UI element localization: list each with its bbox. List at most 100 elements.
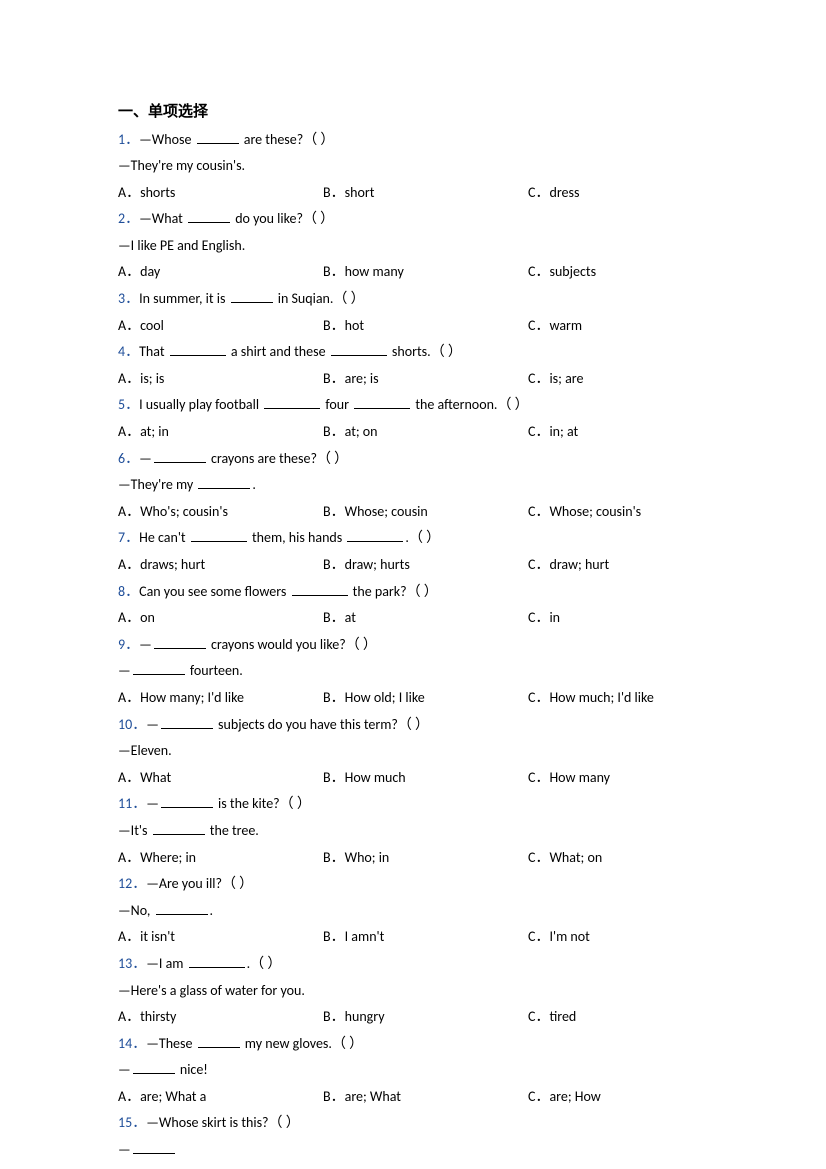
option-c[interactable]: C．dress (528, 180, 708, 207)
option-a[interactable]: A．is; is (118, 366, 323, 393)
question-number: 7． (118, 529, 139, 546)
question-text: In summer, it is (139, 290, 228, 307)
options-row: A．are; What aB．are; WhatC．are; How (118, 1084, 708, 1111)
question-number: 9． (118, 636, 139, 653)
blank (161, 794, 213, 808)
question-stem: 12．—Are you ill?（ ） (118, 871, 708, 898)
option-c[interactable]: C．in (528, 605, 708, 632)
question-number: 10． (118, 716, 146, 733)
option-b[interactable]: B．at; on (323, 419, 528, 446)
option-c[interactable]: C．How much; I'd like (528, 685, 708, 712)
options-row: A．it isn'tB．I amn'tC．I'm not (118, 924, 708, 951)
option-b[interactable]: B．How much (323, 765, 528, 792)
question-text: That (139, 343, 168, 360)
option-a[interactable]: A．cool (118, 313, 323, 340)
followup-text: fourteen. (187, 662, 243, 679)
question-stem: 3．In summer, it is in Suqian.（ ） (118, 286, 708, 313)
option-b[interactable]: B．short (323, 180, 528, 207)
options-row: A．shortsB．shortC．dress (118, 180, 708, 207)
section-title: 一、单项选择 (118, 98, 708, 127)
question-text: He can't (139, 529, 189, 546)
page-content: 一、单项选择 1．—Whose are these?（ ）—They're my… (0, 0, 826, 1164)
followup-text: —No, (118, 902, 154, 919)
question-stem: 8．Can you see some flowers the park?（ ） (118, 579, 708, 606)
option-b[interactable]: B．Whose; cousin (323, 499, 528, 526)
option-b[interactable]: B．How old; I like (323, 685, 528, 712)
followup-text: —They're my (118, 476, 196, 493)
question-text: Can you see some flowers (139, 583, 289, 600)
option-c[interactable]: C．is; are (528, 366, 708, 393)
options-row: A．at; inB．at; onC．in; at (118, 419, 708, 446)
question-text: —Whose (139, 131, 194, 148)
question-number: 5． (118, 396, 139, 413)
option-c[interactable]: C．tired (528, 1004, 708, 1031)
blank (133, 1060, 175, 1074)
question-text: — (139, 450, 152, 467)
option-c[interactable]: C．I'm not (528, 924, 708, 951)
question-followup: — (118, 1137, 708, 1164)
option-c[interactable]: C．subjects (528, 259, 708, 286)
questions-container: 1．—Whose are these?（ ）—They're my cousin… (118, 127, 708, 1164)
question-followup: —Here's a glass of water for you. (118, 978, 708, 1005)
question-text: subjects do you have this term?（ ） (215, 716, 429, 733)
question-number: 6． (118, 450, 139, 467)
option-c[interactable]: C．in; at (528, 419, 708, 446)
option-a[interactable]: A．How many; I'd like (118, 685, 323, 712)
blank (292, 582, 348, 596)
option-b[interactable]: B．draw; hurts (323, 552, 528, 579)
option-a[interactable]: A．on (118, 605, 323, 632)
blank (154, 449, 206, 463)
option-c[interactable]: C．How many (528, 765, 708, 792)
option-c[interactable]: C．What; on (528, 845, 708, 872)
option-c[interactable]: C．draw; hurt (528, 552, 708, 579)
question-followup: —They're my . (118, 472, 708, 499)
option-b[interactable]: B．hot (323, 313, 528, 340)
followup-text: — (118, 662, 131, 679)
option-a[interactable]: A．are; What a (118, 1084, 323, 1111)
option-b[interactable]: B．are; is (323, 366, 528, 393)
option-b[interactable]: B．Who; in (323, 845, 528, 872)
option-b[interactable]: B．at (323, 605, 528, 632)
options-row: A．onB．atC．in (118, 605, 708, 632)
followup-text: the tree. (207, 822, 259, 839)
blank (133, 1140, 175, 1154)
option-b[interactable]: B．hungry (323, 1004, 528, 1031)
question-text: are these?（ ） (241, 131, 335, 148)
option-c[interactable]: C．warm (528, 313, 708, 340)
option-a[interactable]: A．Where; in (118, 845, 323, 872)
question-stem: 2．—What do you like?（ ） (118, 206, 708, 233)
option-b[interactable]: B．how many (323, 259, 528, 286)
option-a[interactable]: A．day (118, 259, 323, 286)
question-text: —Are you ill?（ ） (146, 875, 253, 892)
options-row: A．draws; hurtB．draw; hurtsC．draw; hurt (118, 552, 708, 579)
option-a[interactable]: A．Who's; cousin's (118, 499, 323, 526)
blank (264, 395, 320, 409)
option-a[interactable]: A．What (118, 765, 323, 792)
option-a[interactable]: A．shorts (118, 180, 323, 207)
question-followup: —Eleven. (118, 738, 708, 765)
option-a[interactable]: A．it isn't (118, 924, 323, 951)
question-followup: —I like PE and English. (118, 233, 708, 260)
question-stem: 1．—Whose are these?（ ） (118, 127, 708, 154)
option-c[interactable]: C．Whose; cousin's (528, 499, 708, 526)
blank (189, 954, 245, 968)
option-b[interactable]: B．are; What (323, 1084, 528, 1111)
question-text: a shirt and these (228, 343, 329, 360)
question-followup: — fourteen. (118, 658, 708, 685)
question-text: —I am (146, 955, 186, 972)
option-a[interactable]: A．at; in (118, 419, 323, 446)
option-b[interactable]: B．I amn't (323, 924, 528, 951)
option-a[interactable]: A．thirsty (118, 1004, 323, 1031)
question-text: .（ ） (247, 955, 282, 972)
question-text: four (322, 396, 352, 413)
question-followup: —They're my cousin's. (118, 153, 708, 180)
question-text: my new gloves.（ ） (242, 1035, 363, 1052)
question-number: 12． (118, 875, 146, 892)
option-a[interactable]: A．draws; hurt (118, 552, 323, 579)
followup-text: — (118, 1061, 131, 1078)
followup-text: nice! (177, 1061, 208, 1078)
options-row: A．dayB．how manyC．subjects (118, 259, 708, 286)
option-c[interactable]: C．are; How (528, 1084, 708, 1111)
question-text: in Suqian.（ ） (275, 290, 365, 307)
question-text: shorts.（ ） (389, 343, 462, 360)
